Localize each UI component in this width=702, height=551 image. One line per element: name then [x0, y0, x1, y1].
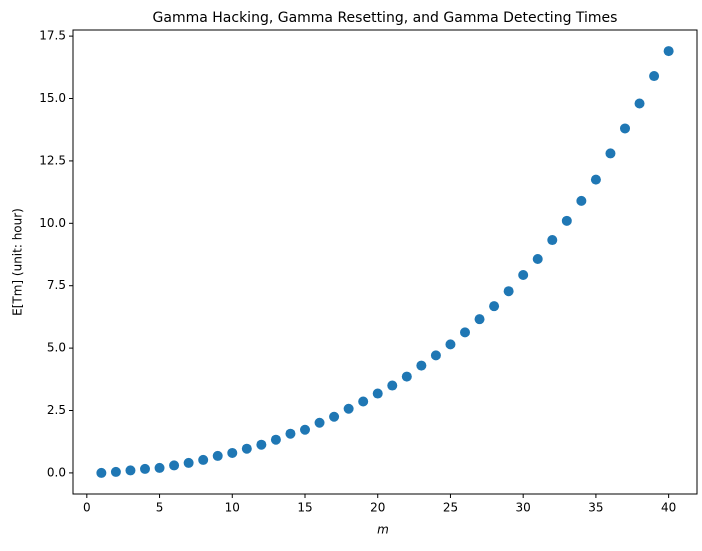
x-tick-label: 20 — [370, 501, 385, 515]
point — [285, 428, 296, 439]
x-axis-label: m — [377, 523, 389, 537]
point — [445, 339, 456, 350]
point — [227, 447, 238, 458]
y-tick-label: 12.5 — [39, 153, 66, 167]
x-tick-label: 10 — [225, 501, 240, 515]
point — [460, 327, 470, 338]
y-tick-label: 5.0 — [47, 341, 66, 355]
point — [503, 286, 514, 297]
point — [620, 123, 630, 134]
point — [198, 454, 209, 465]
point — [329, 411, 340, 422]
point — [154, 462, 165, 473]
point — [270, 434, 281, 445]
point — [358, 396, 369, 407]
point — [169, 460, 180, 471]
axes-frame — [72, 29, 698, 495]
y-tick-label: 7.5 — [47, 278, 66, 292]
y-tick-label: 2.5 — [47, 403, 66, 417]
point — [387, 380, 398, 391]
chart-title: Gamma Hacking, Gamma Resetting, and Gamm… — [153, 10, 618, 26]
point — [605, 148, 616, 159]
point — [241, 443, 252, 454]
point — [110, 466, 121, 477]
point — [590, 174, 601, 185]
point — [649, 71, 660, 82]
point — [561, 215, 572, 226]
point — [372, 388, 383, 399]
point — [96, 467, 107, 478]
x-tick-label: 25 — [443, 501, 458, 515]
point — [140, 463, 150, 474]
point — [125, 465, 136, 476]
point — [518, 269, 529, 280]
point — [212, 450, 223, 461]
point — [489, 301, 500, 312]
point — [634, 98, 645, 109]
y-tick-label: 0.0 — [47, 465, 66, 479]
x-tick-label: 35 — [588, 501, 603, 515]
x-tick-label: 40 — [661, 501, 676, 515]
x-tick-label: 0 — [83, 501, 91, 515]
y-tick-label: 10.0 — [39, 216, 66, 230]
point — [474, 314, 485, 325]
point — [401, 371, 412, 382]
x-tick-label: 30 — [516, 501, 531, 515]
point — [256, 439, 267, 450]
x-tick-label: 15 — [297, 501, 312, 515]
point — [416, 360, 427, 371]
point — [576, 195, 587, 206]
point — [343, 403, 354, 414]
point — [663, 46, 674, 57]
y-axis-label: E[Tm] (unit: hour) — [11, 208, 25, 316]
y-tick-label: 17.5 — [39, 29, 66, 43]
point — [314, 417, 325, 428]
point — [183, 457, 194, 468]
point — [547, 235, 558, 246]
point — [430, 350, 441, 361]
x-tick-label: 5 — [156, 501, 164, 515]
point — [532, 254, 543, 265]
point — [300, 424, 310, 435]
y-tick-label: 15.0 — [39, 91, 66, 105]
